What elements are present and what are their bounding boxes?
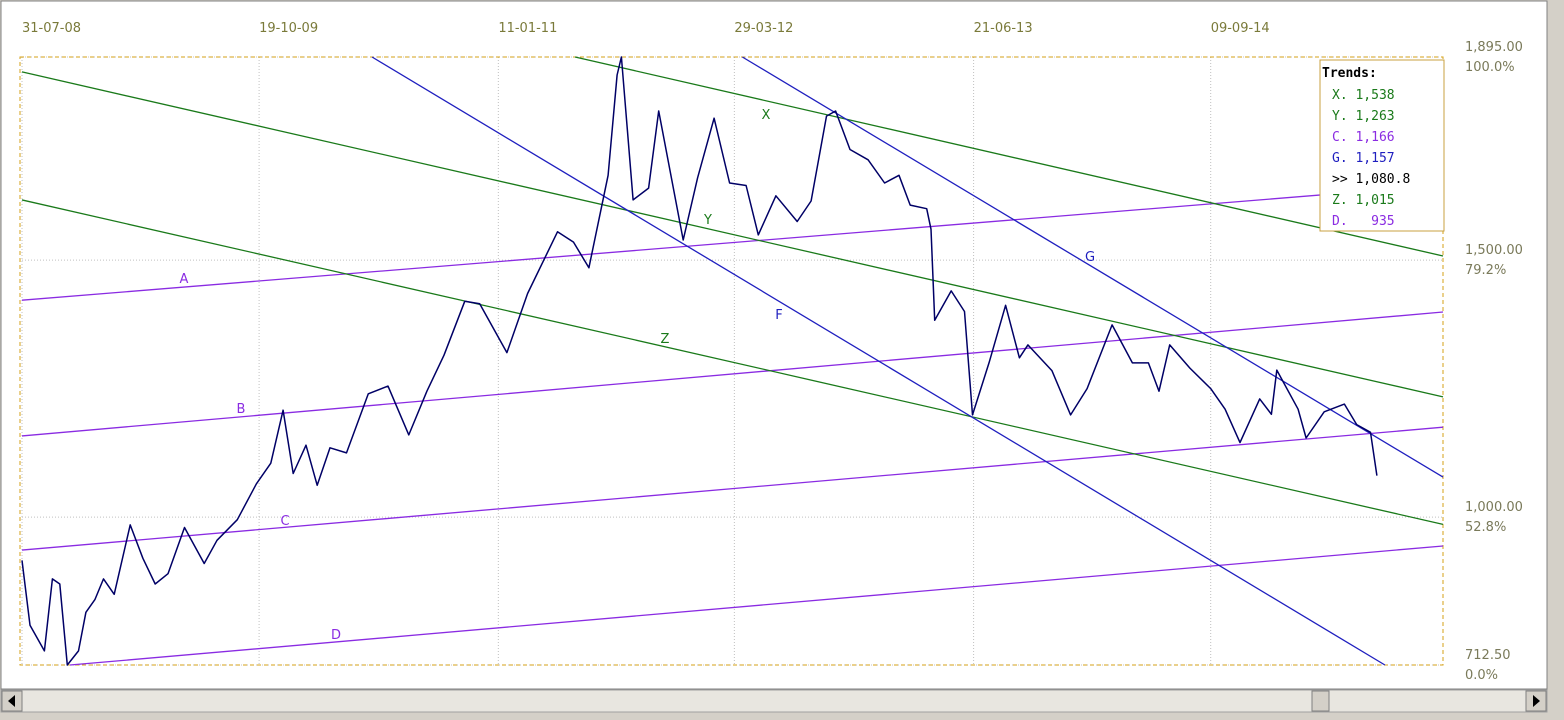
trends-row: G. 1,157 — [1332, 151, 1395, 166]
plot: 31-07-08 19-10-09 11-01-11 29-03-12 21-06-13… — [19, 21, 1523, 683]
x-tick-label: 09-09-14 — [1211, 21, 1270, 36]
price-line — [21, 56, 1378, 666]
trend-line — [742, 56, 1444, 478]
trend-line — [21, 311, 1444, 437]
scroll-thumb[interactable] — [1311, 690, 1330, 712]
trend-line-label: F — [775, 308, 782, 323]
chart-area — [0, 0, 1548, 690]
trend-line — [371, 56, 1386, 666]
y-tick-sublabel: 0.0% — [1465, 668, 1498, 683]
scroll-track — [0, 689, 1548, 713]
y-tick-label: 1,895.00 — [1465, 40, 1523, 55]
scroll-right-arrow — [1533, 695, 1540, 707]
horizontal-scrollbar — [0, 689, 1548, 713]
trends-row: Y. 1,263 — [1332, 109, 1395, 124]
trend-line-label: D — [331, 628, 341, 643]
trends-row: >> 1,080.8 — [1332, 172, 1410, 187]
y-tick-sublabel: 79.2% — [1465, 263, 1506, 278]
y-tick-sublabel: 100.0% — [1465, 60, 1515, 75]
side-panel — [1549, 1, 1563, 689]
x-tick-label: 19-10-09 — [259, 21, 318, 36]
trends-row: D. 935 — [1332, 214, 1395, 229]
y-tick-label: 1,500.00 — [1465, 243, 1523, 258]
trends-box — [1319, 59, 1445, 232]
x-tick-label: 11-01-11 — [498, 21, 557, 36]
trend-line-label: Y — [703, 213, 712, 228]
trend-line-label: X — [762, 108, 771, 123]
y-tick-label: 1,000.00 — [1465, 500, 1523, 515]
trend-line — [574, 56, 1444, 257]
scroll-left-arrow — [8, 695, 15, 707]
trend-line-label: A — [180, 272, 189, 287]
trend-line-label: Z — [661, 332, 670, 347]
trend-line-label: G — [1085, 250, 1095, 265]
x-tick-label: 21-06-13 — [974, 21, 1033, 36]
x-tick-label: 31-07-08 — [22, 21, 81, 36]
y-tick-sublabel: 52.8% — [1465, 520, 1506, 535]
trend-line — [21, 71, 1444, 398]
trends-row: Z. 1,015 — [1332, 193, 1395, 208]
x-tick-label: 29-03-12 — [734, 21, 793, 36]
y-tick-label: 712.50 — [1465, 648, 1511, 663]
trends-row: C. 1,166 — [1332, 130, 1395, 145]
trend-line-label: C — [280, 514, 289, 529]
trend-line-label: B — [237, 402, 246, 417]
trend-line — [69, 545, 1444, 666]
trend-line — [21, 184, 1444, 301]
trends-title: Trends: — [1322, 66, 1377, 81]
trend-line — [21, 426, 1444, 551]
trends-row: X. 1,538 — [1332, 88, 1395, 103]
trend-line — [21, 199, 1444, 526]
